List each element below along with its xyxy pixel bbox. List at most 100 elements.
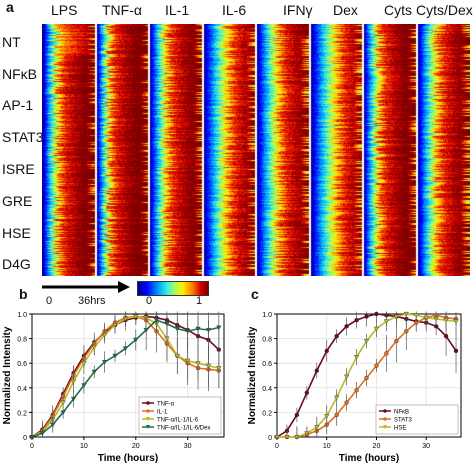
y-tick-label: 0.4	[17, 386, 27, 393]
colorbar	[137, 281, 209, 296]
panel-label-a: a	[6, 0, 14, 15]
x-axis-label: Time (hours)	[98, 453, 158, 464]
data-point	[373, 326, 380, 332]
data-point	[433, 316, 439, 322]
legend-label: HSE	[394, 426, 406, 432]
legend-marker	[383, 425, 387, 429]
data-point	[81, 361, 87, 366]
y-tick-label: 0	[268, 435, 272, 442]
legend-label: TNF-α/IL-1/IL-6	[157, 418, 199, 424]
data-point	[205, 327, 212, 333]
y-tick-label: 1.0	[262, 312, 272, 319]
y-axis-label: Normalized Intensity	[2, 326, 13, 424]
heatmap-row-label: GRE	[2, 193, 33, 209]
data-point	[374, 311, 379, 317]
data-point	[81, 383, 87, 388]
plot-frame	[276, 313, 462, 438]
data-point	[216, 366, 222, 371]
y-tick-label: 0.8	[17, 337, 27, 344]
data-point	[344, 400, 349, 405]
time-end-label: 36hrs	[78, 295, 106, 307]
x-tick-label: 10	[323, 443, 331, 450]
x-tick-label: 20	[373, 443, 381, 450]
data-point	[354, 388, 359, 393]
legend-label: TNF-α	[157, 402, 175, 408]
heatmap-row-label: NFκB	[2, 66, 37, 82]
heatmap-column-label: IL-6	[222, 2, 247, 18]
data-point	[334, 412, 339, 418]
heatmap-row-label: STAT3	[2, 129, 44, 145]
data-point	[364, 314, 369, 319]
data-point	[133, 314, 139, 320]
heatmap-column-label: Cyts/Dex	[416, 2, 473, 18]
data-point	[324, 348, 329, 354]
y-tick-label: 0.6	[17, 361, 27, 368]
data-point	[102, 332, 108, 338]
data-point	[284, 434, 290, 440]
heatmap-row-label: HSE	[2, 225, 31, 241]
heatmap-column-label: TNF-α	[102, 2, 142, 18]
data-point	[91, 369, 97, 375]
x-tick-label: 30	[422, 443, 430, 450]
data-point	[304, 431, 310, 436]
data-point	[363, 339, 370, 344]
y-tick-label: 1.0	[17, 312, 27, 319]
heatmap-row-label: NT	[2, 34, 21, 50]
data-point	[353, 355, 360, 360]
y-axis-label: Normalized Intensity	[247, 326, 258, 424]
legend-label: TNF-α/IL-1/IL-6/Dex	[157, 426, 210, 432]
legend-marker	[146, 425, 150, 429]
data-point	[70, 396, 77, 402]
data-point	[383, 319, 390, 324]
data-point	[195, 326, 201, 332]
data-point	[60, 410, 66, 416]
data-point	[294, 434, 300, 440]
data-point	[112, 323, 118, 328]
data-point	[102, 359, 108, 365]
colorbar-min-label: 0	[146, 295, 153, 307]
heatmap-column-label: IL-1	[165, 2, 190, 18]
legend-marker	[146, 401, 150, 405]
panel-label-b: b	[19, 286, 28, 302]
data-point	[70, 379, 77, 385]
heatmap-row-label: D4G	[2, 256, 31, 272]
legend-marker	[383, 417, 387, 421]
y-tick-label: 0.4	[262, 386, 272, 393]
data-point	[453, 348, 459, 354]
data-point	[164, 321, 170, 327]
x-tick-label: 0	[275, 443, 279, 450]
line-chart-b: 0 0.2 0.4 0.6 0.8 1.0 0 10 20 30 Time (hours) Norma…	[2, 311, 225, 464]
data-point	[274, 434, 280, 440]
legend-marker	[383, 409, 387, 413]
data-point	[216, 325, 222, 331]
x-tick-label: 30	[184, 443, 192, 450]
y-tick-label: 0	[23, 435, 27, 442]
heatmap-column-label: IFNγ	[283, 2, 313, 18]
heatmap-panel	[42, 24, 470, 276]
legend-label: NFκB	[394, 410, 409, 416]
data-point	[185, 329, 191, 334]
data-point	[174, 353, 180, 359]
data-point	[403, 311, 409, 317]
data-point	[91, 345, 97, 350]
legend-marker	[146, 417, 150, 421]
data-point	[324, 414, 330, 419]
panel-label-c: c	[251, 286, 259, 302]
data-point	[60, 400, 66, 406]
time-arrow-icon	[42, 281, 130, 293]
x-tick-label: 20	[132, 443, 140, 450]
data-point	[205, 363, 212, 369]
legend-marker	[146, 409, 150, 413]
heatmap-column-label: LPS	[51, 2, 78, 18]
y-tick-label: 0.6	[262, 361, 272, 368]
data-point	[39, 431, 46, 436]
data-point	[164, 336, 170, 342]
heatmap-row-label: ISRE	[2, 161, 35, 177]
data-point	[384, 351, 389, 356]
x-tick-label: 10	[80, 443, 88, 450]
x-axis-label: Time (hours)	[339, 453, 399, 464]
data-point	[443, 333, 449, 339]
line-chart-c: 0 0.2 0.4 0.6 0.8 1.0 0 10 20 30 Time (hours) Norma…	[247, 311, 462, 464]
y-tick-label: 0.2	[17, 410, 27, 417]
data-point	[344, 324, 349, 329]
